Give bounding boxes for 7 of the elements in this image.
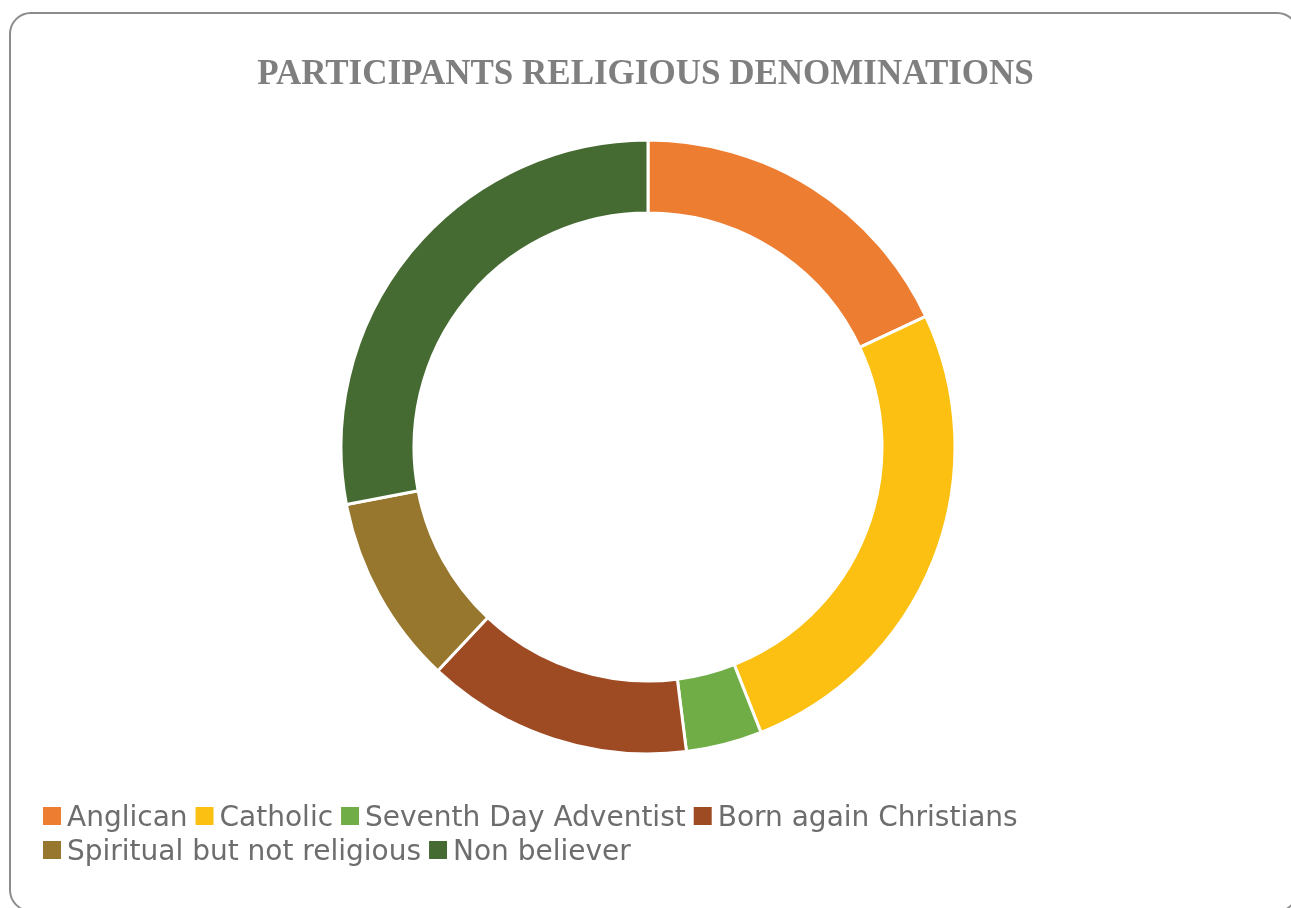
chart-title: PARTICIPANTS RELIGIOUS DENOMINATIONS [257, 53, 1034, 92]
legend-label: Non believer [453, 833, 632, 867]
legend-label: Born again Christians [717, 799, 1018, 833]
legend-label: Seventh Day Adventist [365, 799, 686, 833]
legend-label: Anglican [67, 799, 188, 833]
legend-label: Spiritual but not religious [67, 833, 422, 867]
legend-label: Catholic [219, 799, 334, 833]
